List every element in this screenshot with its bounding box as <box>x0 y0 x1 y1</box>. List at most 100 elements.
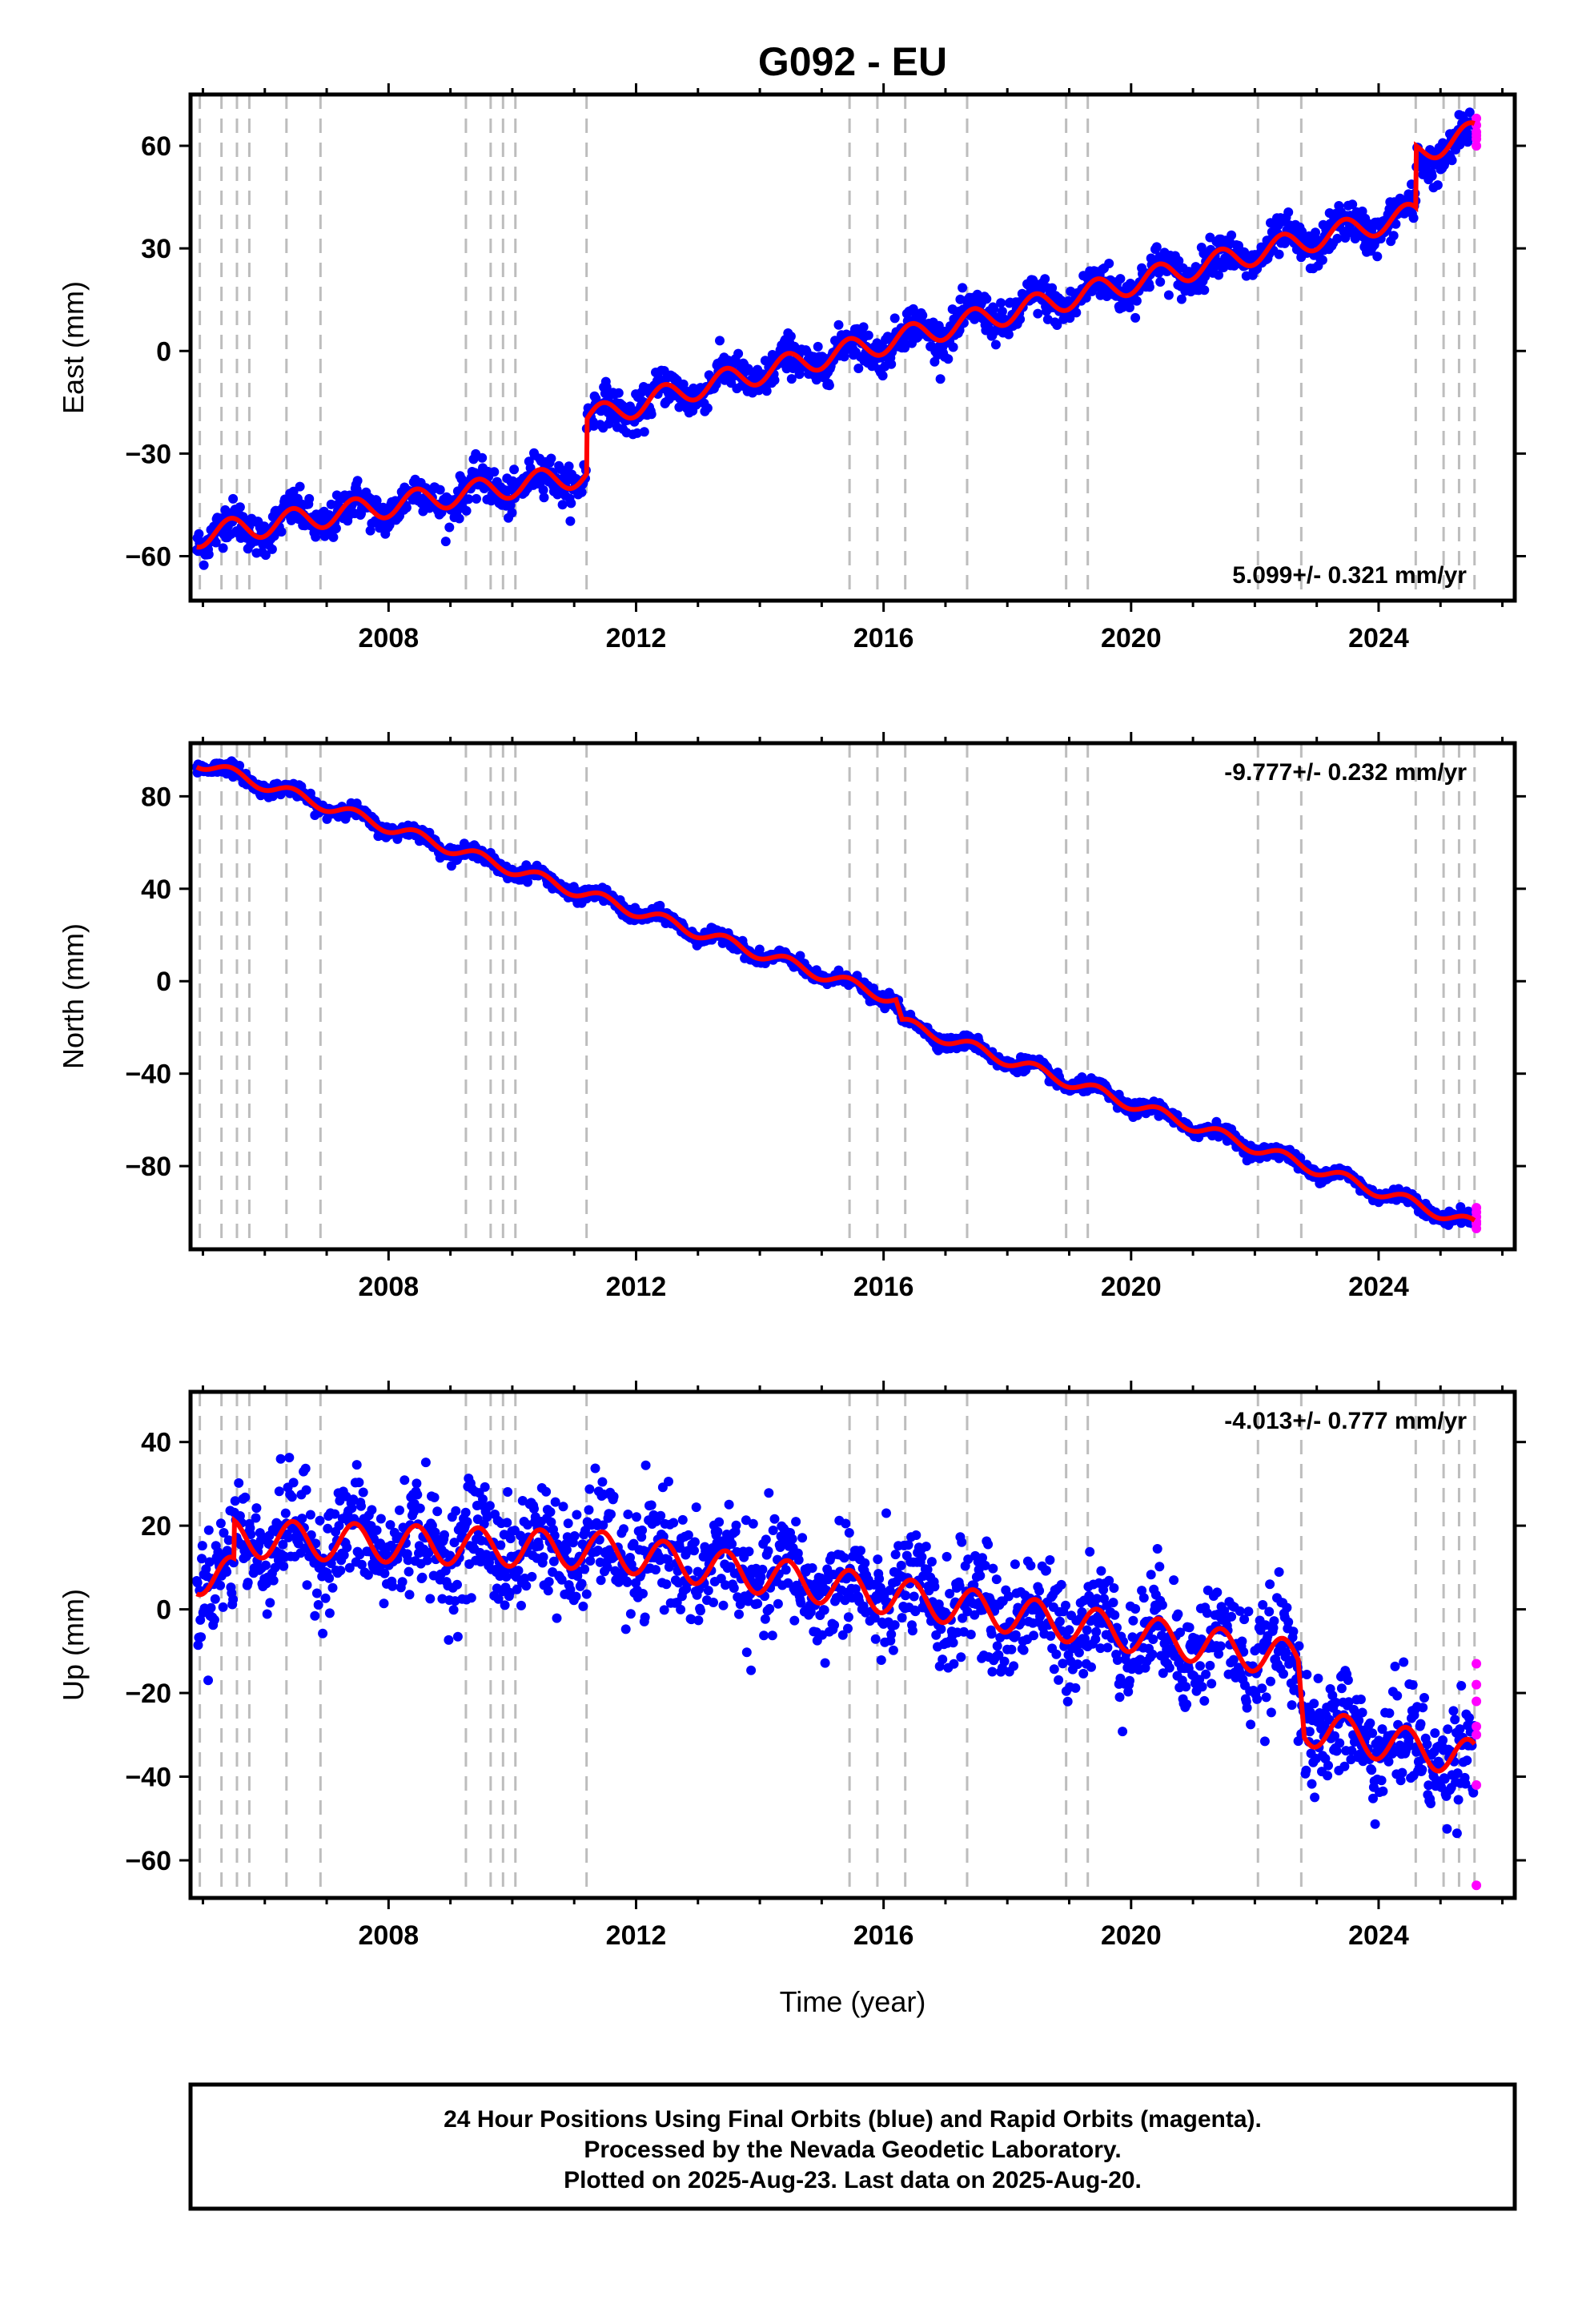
data-point <box>966 1630 976 1639</box>
data-point <box>768 1526 778 1535</box>
data-point <box>324 1573 335 1583</box>
data-point <box>274 1486 284 1497</box>
data-point <box>930 1582 940 1592</box>
data-point <box>674 402 685 412</box>
data-point <box>900 343 910 353</box>
data-point <box>917 310 928 320</box>
data-point <box>324 1608 335 1618</box>
data-point <box>1357 206 1367 216</box>
y-tick-label: 80 <box>141 782 171 812</box>
data-point <box>203 1675 213 1686</box>
data-point <box>863 330 873 340</box>
data-point <box>194 529 204 539</box>
data-point <box>897 1613 907 1623</box>
data-point <box>677 1514 688 1525</box>
data-point <box>761 1534 771 1545</box>
data-point <box>335 1566 346 1576</box>
data-point <box>759 1630 769 1641</box>
data-point <box>365 525 375 536</box>
data-point <box>464 494 474 505</box>
data-point <box>222 1566 232 1577</box>
data-point <box>853 364 864 373</box>
data-point <box>367 1505 377 1515</box>
data-point <box>379 1598 389 1609</box>
data-point <box>820 1658 830 1668</box>
data-point <box>787 1534 797 1544</box>
data-point <box>886 359 897 369</box>
data-point <box>926 1557 937 1567</box>
data-point <box>956 1652 966 1663</box>
data-point <box>640 1460 651 1470</box>
data-point <box>888 1645 898 1655</box>
y-axis-label: East (mm) <box>57 281 90 414</box>
data-point <box>347 1503 357 1514</box>
data-point <box>251 1513 261 1523</box>
data-point <box>440 1530 449 1540</box>
data-point <box>354 1478 364 1488</box>
data-point <box>203 1525 214 1535</box>
data-point <box>637 1525 648 1535</box>
model-curve <box>195 764 1476 1223</box>
y-tick-label: −80 <box>125 1152 171 1182</box>
data-point <box>656 1510 666 1521</box>
data-point <box>909 1591 919 1602</box>
data-point <box>632 1512 641 1522</box>
data-point <box>544 1577 554 1587</box>
data-point <box>472 493 481 504</box>
data-point <box>305 1510 315 1520</box>
data-point <box>502 1518 512 1528</box>
data-point <box>1432 180 1443 191</box>
x-tick-label: 2008 <box>359 1272 420 1302</box>
data-point <box>691 1502 701 1513</box>
data-point <box>619 1524 628 1534</box>
data-point <box>404 1566 414 1577</box>
data-point <box>489 467 500 477</box>
data-point <box>440 537 451 547</box>
data-point <box>622 1577 632 1587</box>
data-point <box>240 1492 251 1502</box>
data-point <box>646 1500 656 1510</box>
data-point <box>1155 277 1166 287</box>
data-point <box>251 1503 262 1514</box>
data-point <box>505 500 516 510</box>
data-point <box>839 1553 849 1563</box>
data-point <box>870 1634 881 1644</box>
data-point <box>1151 242 1162 252</box>
data-point <box>983 1539 994 1550</box>
data-point <box>415 1503 425 1514</box>
data-point <box>1131 296 1142 306</box>
data-point <box>773 1598 783 1609</box>
x-tick-label: 2024 <box>1348 623 1409 653</box>
data-point <box>387 1581 398 1591</box>
data-point <box>584 1505 594 1515</box>
data-point <box>375 1514 386 1524</box>
data-point <box>454 513 464 524</box>
data-point <box>948 1638 958 1648</box>
data-point <box>769 1514 780 1524</box>
data-point <box>1154 267 1164 278</box>
data-point <box>829 1620 840 1630</box>
data-point <box>702 403 713 413</box>
data-point <box>949 1659 959 1669</box>
data-point <box>460 1507 471 1518</box>
data-point <box>218 543 228 553</box>
data-point <box>196 1632 207 1642</box>
y-tick-label: 0 <box>156 967 171 997</box>
data-point <box>420 1458 431 1468</box>
data-point <box>757 1564 768 1574</box>
data-point <box>400 1475 410 1486</box>
figure-title: G092 - EU <box>758 39 947 84</box>
data-point <box>435 485 445 495</box>
data-point <box>651 1565 661 1575</box>
data-point <box>858 322 869 332</box>
data-point <box>767 1630 777 1641</box>
data-point <box>608 1491 619 1502</box>
data-point <box>538 485 548 495</box>
data-point <box>397 1577 408 1587</box>
data-point <box>315 1515 325 1526</box>
data-point <box>1029 1630 1038 1641</box>
data-point <box>1115 274 1126 284</box>
data-point <box>313 1600 323 1610</box>
data-point <box>301 1485 311 1495</box>
data-point <box>753 385 764 396</box>
